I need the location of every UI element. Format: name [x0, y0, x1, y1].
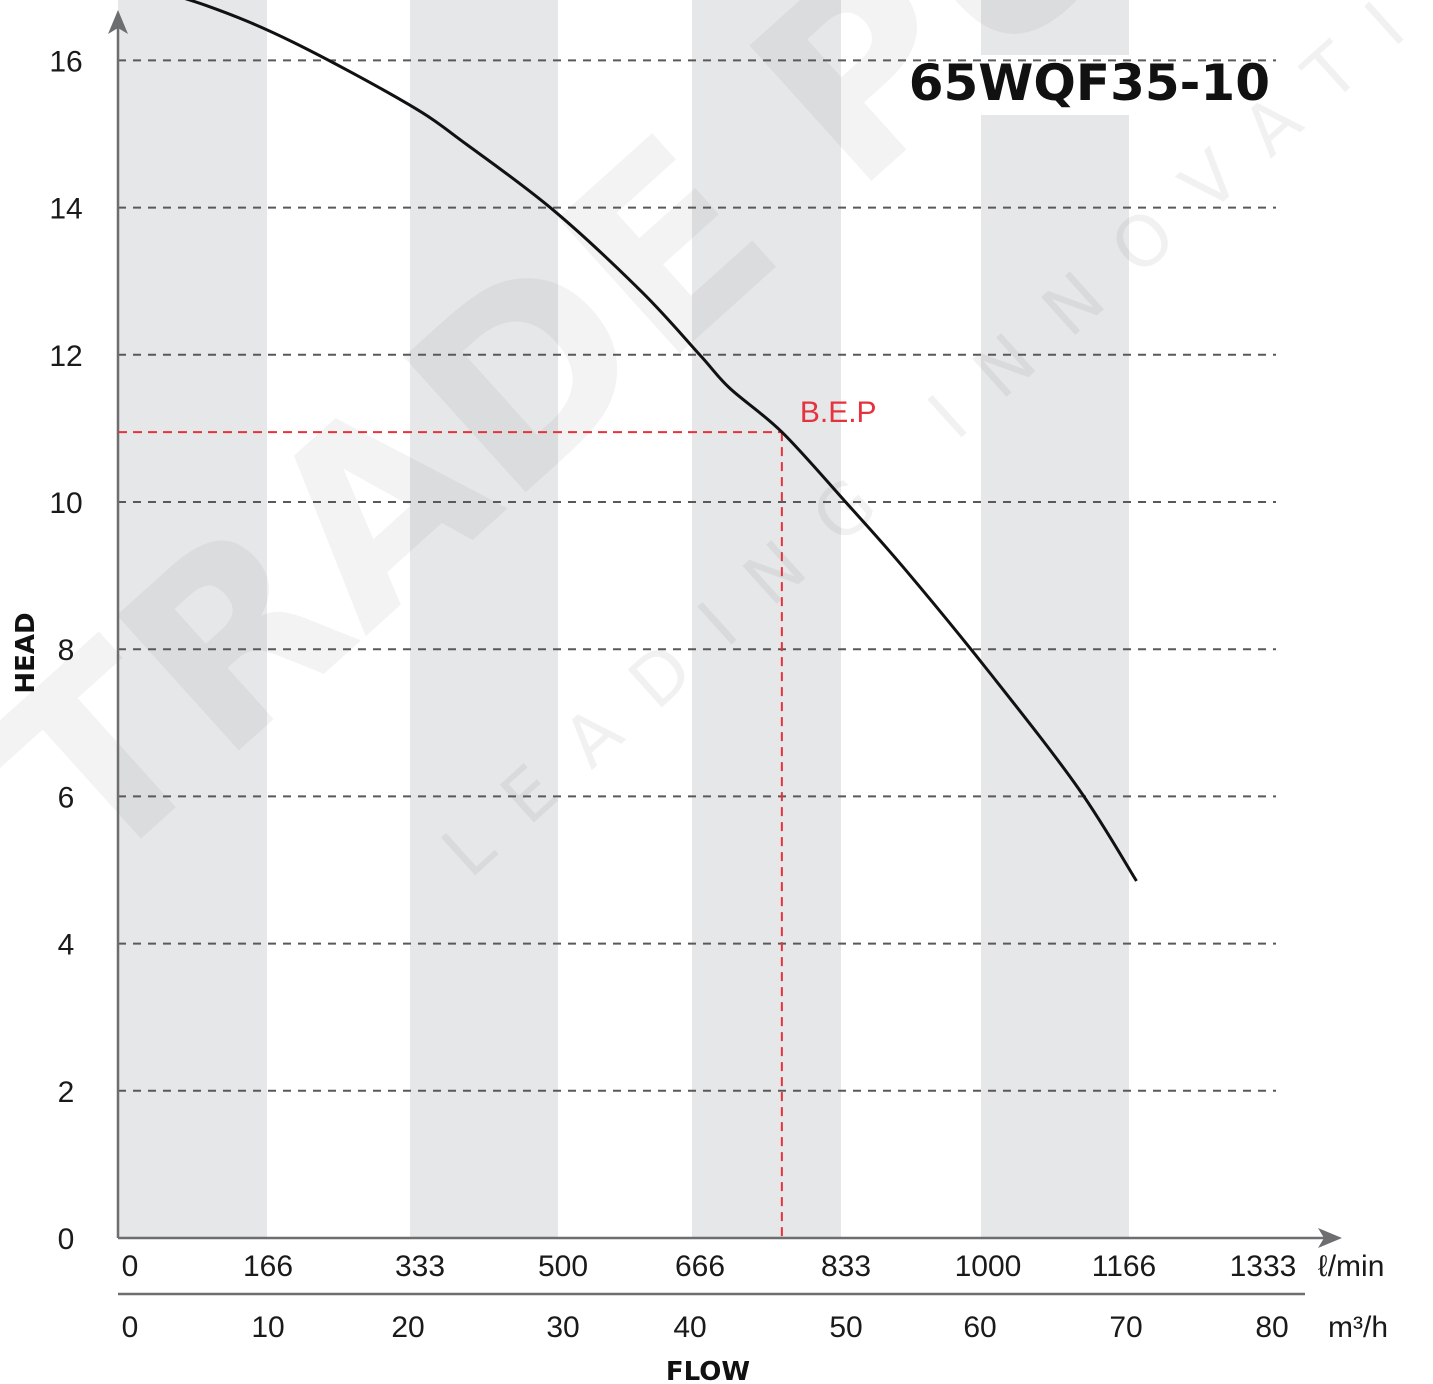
y-tick-label: 4 — [58, 929, 75, 962]
x-tick-label: 1333 — [1230, 1250, 1297, 1283]
x-tick-label: 666 — [675, 1250, 725, 1283]
x2-tick-label: 40 — [673, 1311, 706, 1344]
y-axis-arrow — [108, 10, 128, 34]
head-flow-curve — [184, 0, 1138, 882]
x-tick-label: 833 — [821, 1250, 871, 1283]
y-tick-label: 2 — [58, 1076, 75, 1109]
alternating-column-bands — [118, 0, 1280, 1239]
title-backdrop — [905, 55, 1280, 115]
x-axis-arrow — [1318, 1228, 1342, 1248]
band-4 — [692, 0, 841, 1239]
x2-tick-label: 50 — [829, 1311, 862, 1344]
y-tick-label: 14 — [49, 193, 82, 226]
x-tick-label: 1000 — [955, 1250, 1022, 1283]
bep-marker: B.E.P — [118, 396, 877, 1238]
y-axis-title: HEAD — [11, 612, 41, 693]
axes — [108, 10, 1342, 1296]
x2-tick-label: 60 — [963, 1311, 996, 1344]
y-tick-labels: 024681012141618 — [49, 45, 82, 1256]
x-axis-unit-lmin: ℓ/min — [1318, 1250, 1384, 1283]
x2-tick-label: 0 — [122, 1311, 139, 1344]
x2-tick-label: 80 — [1255, 1311, 1288, 1344]
x2-tick-label: 70 — [1109, 1311, 1142, 1344]
band-6 — [981, 0, 1129, 1239]
y-tick-label: 16 — [49, 45, 82, 78]
y-tick-label: 6 — [58, 781, 75, 814]
x-axis-title: FLOW — [666, 1357, 750, 1384]
y-tick-label: 0 — [58, 1223, 75, 1256]
x-tick-labels-lmin: 0 166 333 500 666 833 1000 1166 1333 — [122, 1250, 1297, 1283]
y-tick-label: 10 — [49, 487, 82, 520]
x-tick-label: 333 — [395, 1250, 445, 1283]
chart-title: 65WQF35-10 — [909, 54, 1270, 112]
x2-tick-label: 20 — [391, 1311, 424, 1344]
bep-label: B.E.P — [800, 396, 877, 429]
x-tick-label: 1166 — [1092, 1250, 1157, 1283]
band-0 — [118, 0, 267, 1239]
x2-tick-label: 30 — [546, 1311, 579, 1344]
x-tick-label: 500 — [538, 1250, 588, 1283]
band-2 — [410, 0, 558, 1239]
y-tick-label: 12 — [49, 340, 82, 373]
x2-tick-label: 10 — [251, 1311, 284, 1344]
head-curve-line — [184, 0, 1138, 882]
x-tick-label: 0 — [122, 1250, 139, 1283]
x-tick-labels-m3h: 0 10 20 30 40 50 60 70 80 — [122, 1311, 1289, 1344]
x-tick-label: 166 — [243, 1250, 293, 1283]
y-tick-label: 8 — [58, 634, 75, 667]
x-axis-unit-m3h: m³/h — [1328, 1311, 1388, 1344]
